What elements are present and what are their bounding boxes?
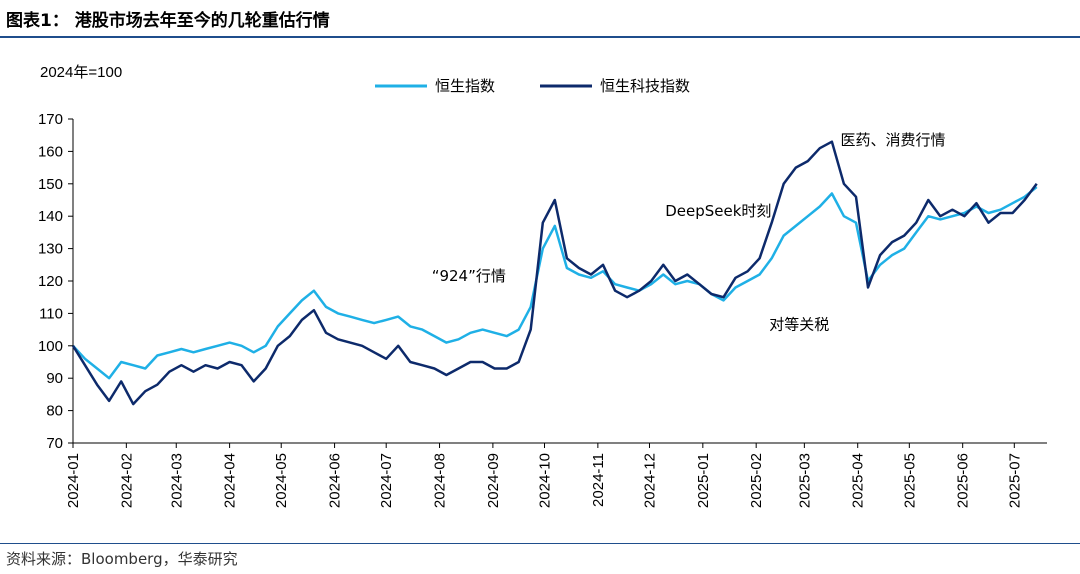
x-tick-label: 2024-02 bbox=[118, 453, 135, 508]
annotation: 对等关税 bbox=[769, 316, 829, 334]
y-tick-label: 120 bbox=[38, 273, 63, 290]
source-note: 资料来源：Bloomberg，华泰研究 bbox=[6, 550, 238, 568]
y-tick-label: 140 bbox=[38, 208, 63, 225]
x-tick-label: 2024-10 bbox=[537, 453, 554, 508]
x-tick-label: 2024-03 bbox=[168, 453, 185, 508]
x-tick-label: 2025-03 bbox=[796, 453, 813, 508]
x-tick-label: 2024-01 bbox=[65, 453, 82, 508]
x-tick-label: 2025-06 bbox=[955, 453, 972, 508]
x-tick-label: 2025-04 bbox=[850, 453, 867, 508]
y-tick-label: 70 bbox=[46, 435, 63, 452]
series-line-hstech bbox=[71, 140, 1038, 406]
x-tick-label: 2024-07 bbox=[378, 453, 395, 508]
x-tick-label: 2024-04 bbox=[222, 453, 239, 508]
x-tick-label: 2025-05 bbox=[901, 453, 918, 508]
y-tick-label: 160 bbox=[38, 143, 63, 160]
x-tick-label: 2024-09 bbox=[485, 453, 502, 508]
x-tick-label: 2024-12 bbox=[641, 453, 658, 508]
x-tick-label: 2025-07 bbox=[1006, 453, 1023, 508]
footer-rule bbox=[0, 543, 1080, 544]
x-tick-label: 2024-05 bbox=[273, 453, 290, 508]
series-line-hsi bbox=[72, 186, 1038, 380]
legend-hsi-label: 恒生指数 bbox=[435, 77, 495, 95]
y-tick-label: 90 bbox=[46, 370, 63, 387]
y-tick-label: 170 bbox=[38, 111, 63, 128]
annotation: “924”行情 bbox=[432, 267, 506, 285]
chart-title: 图表1： 港股市场去年至今的几轮重估行情 bbox=[6, 11, 330, 31]
x-tick-label: 2025-01 bbox=[695, 453, 712, 508]
title-rule bbox=[0, 36, 1080, 38]
y-tick-label: 150 bbox=[38, 176, 63, 193]
y-tick-label: 80 bbox=[46, 403, 63, 420]
annotation: 医药、消费行情 bbox=[840, 131, 945, 149]
legend-hstech-label: 恒生科技指数 bbox=[600, 77, 690, 95]
x-tick-label: 2024-11 bbox=[590, 453, 607, 507]
unit-label: 2024年=100 bbox=[40, 64, 122, 81]
y-tick-label: 100 bbox=[38, 338, 63, 355]
x-tick-label: 2025-02 bbox=[748, 453, 765, 508]
y-tick-label: 110 bbox=[39, 305, 63, 322]
x-tick-label: 2024-06 bbox=[327, 453, 344, 508]
y-tick-label: 130 bbox=[38, 241, 63, 258]
annotation: DeepSeek时刻 bbox=[665, 202, 771, 220]
x-tick-label: 2024-08 bbox=[432, 453, 449, 508]
